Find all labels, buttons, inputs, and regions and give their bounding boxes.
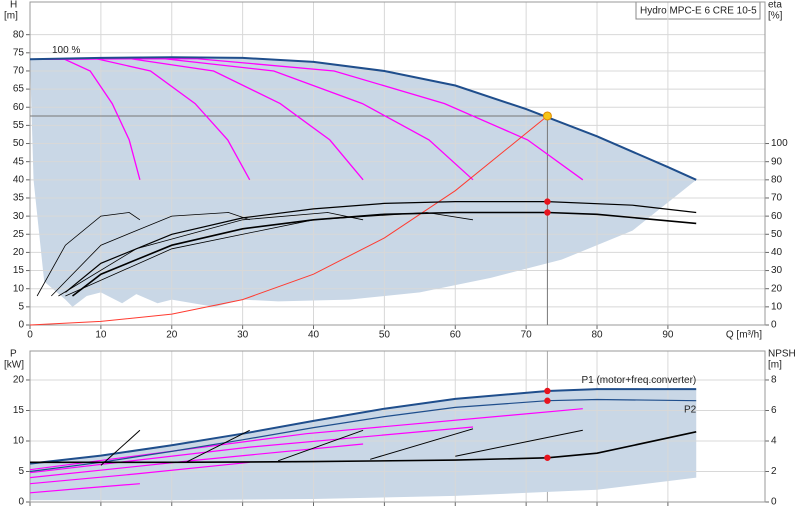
y-axis-label: P xyxy=(10,349,17,360)
x-tick-label: 0 xyxy=(27,330,33,341)
curve xyxy=(36,212,141,297)
y2-tick-label: 40 xyxy=(771,247,783,258)
x-tick-label: 90 xyxy=(662,330,674,341)
y2-tick-label: 0 xyxy=(771,497,777,508)
plot-frame xyxy=(29,350,766,503)
curve xyxy=(455,429,583,457)
y-tick-label: 70 xyxy=(13,66,25,77)
y2-axis-label: [m] xyxy=(768,360,782,371)
point xyxy=(542,111,552,121)
curve xyxy=(29,408,583,471)
plot-frame xyxy=(29,1,766,326)
y-axis-label: H xyxy=(10,0,17,11)
curve xyxy=(29,426,474,474)
curve xyxy=(100,429,141,466)
point xyxy=(544,209,551,216)
curve-label: P2 xyxy=(684,404,697,415)
curve xyxy=(370,428,474,460)
point xyxy=(544,387,551,395)
y-tick-label: 30 xyxy=(13,211,25,222)
curve xyxy=(72,211,697,297)
y2-tick-label: 80 xyxy=(771,174,783,185)
y2-tick-label: 50 xyxy=(771,229,783,240)
curve xyxy=(185,429,250,463)
y2-tick-label: 90 xyxy=(771,156,783,167)
chart-title: Hydro MPC-E 6 CRE 10-5 xyxy=(640,6,757,17)
y-tick-label: 0 xyxy=(18,320,24,331)
y-tick-label: 60 xyxy=(13,102,25,113)
y-tick-label: 35 xyxy=(13,193,25,204)
point xyxy=(544,198,551,205)
y2-tick-label: 0 xyxy=(771,320,777,331)
x-tick-label: 50 xyxy=(379,330,391,341)
y-tick-label: 15 xyxy=(13,405,25,416)
curve xyxy=(29,115,548,326)
curve xyxy=(29,388,697,465)
y-tick-label: 5 xyxy=(18,301,24,312)
point xyxy=(544,397,551,404)
y-tick-label: 5 xyxy=(18,466,24,477)
y-tick-label: 10 xyxy=(13,436,25,447)
x-axis-label: Q [m³/h] xyxy=(726,330,762,341)
y-tick-label: 80 xyxy=(13,29,25,40)
curve xyxy=(58,212,364,297)
annotation: 100 % xyxy=(52,45,80,56)
y2-axis-label: eta xyxy=(768,0,782,11)
operating-range xyxy=(30,389,697,501)
curve xyxy=(29,57,584,181)
y2-tick-label: 4 xyxy=(771,436,777,447)
y-tick-label: 45 xyxy=(13,156,25,167)
y2-axis-label: NPSH xyxy=(768,349,796,360)
y-tick-label: 75 xyxy=(13,47,25,58)
y-tick-label: 0 xyxy=(18,497,24,508)
y2-tick-label: 70 xyxy=(771,193,783,204)
y2-tick-label: 60 xyxy=(771,211,783,222)
y-axis-label: [kW] xyxy=(4,360,24,371)
point xyxy=(544,454,551,461)
y-tick-label: 15 xyxy=(13,265,25,276)
x-tick-label: 60 xyxy=(450,330,462,341)
y2-tick-label: 8 xyxy=(771,375,777,386)
y-tick-label: 20 xyxy=(13,375,25,386)
curve xyxy=(29,398,697,473)
y-tick-label: 40 xyxy=(13,174,25,185)
y2-axis-label: [%] xyxy=(768,11,783,22)
y-tick-label: 10 xyxy=(13,283,25,294)
y-tick-label: 50 xyxy=(13,138,25,149)
y2-tick-label: 10 xyxy=(771,301,783,312)
curve xyxy=(65,201,697,293)
y-tick-label: 65 xyxy=(13,84,25,95)
x-tick-label: 40 xyxy=(308,330,320,341)
curve xyxy=(29,461,250,485)
curve-label: P1 (motor+freq.converter) xyxy=(581,375,696,386)
y-tick-label: 55 xyxy=(13,120,25,131)
curve xyxy=(29,483,140,494)
curve xyxy=(29,56,697,181)
y-tick-label: 25 xyxy=(13,229,25,240)
curve xyxy=(51,212,250,297)
y-axis-label: [m] xyxy=(4,11,18,22)
curve xyxy=(30,431,697,464)
operating-range xyxy=(30,57,697,307)
x-tick-label: 80 xyxy=(591,330,603,341)
curve xyxy=(29,443,364,479)
y2-tick-label: 2 xyxy=(771,466,777,477)
x-tick-label: 10 xyxy=(95,330,107,341)
x-tick-label: 70 xyxy=(521,330,533,341)
curve xyxy=(277,429,364,462)
y2-tick-label: 20 xyxy=(771,283,783,294)
y2-tick-label: 100 xyxy=(771,138,788,149)
y2-tick-label: 30 xyxy=(771,265,783,276)
y2-tick-label: 6 xyxy=(771,405,777,416)
y-tick-label: 20 xyxy=(13,247,25,258)
x-tick-label: 20 xyxy=(166,330,178,341)
x-tick-label: 30 xyxy=(237,330,249,341)
